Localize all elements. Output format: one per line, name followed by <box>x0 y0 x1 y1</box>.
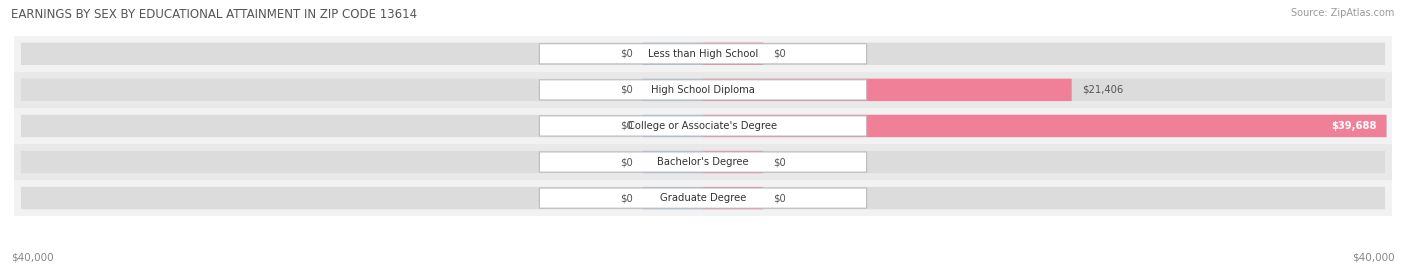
FancyBboxPatch shape <box>540 44 866 64</box>
FancyBboxPatch shape <box>703 115 1386 137</box>
Text: $0: $0 <box>620 193 633 203</box>
FancyBboxPatch shape <box>540 188 866 208</box>
Text: Bachelor's Degree: Bachelor's Degree <box>657 157 749 167</box>
Text: $39,688: $39,688 <box>1330 121 1376 131</box>
Text: Source: ZipAtlas.com: Source: ZipAtlas.com <box>1291 8 1395 18</box>
FancyBboxPatch shape <box>540 152 866 172</box>
Text: $0: $0 <box>773 49 786 59</box>
Bar <box>14 36 1392 72</box>
Text: $0: $0 <box>620 85 633 95</box>
FancyBboxPatch shape <box>21 79 1385 101</box>
Text: $40,000: $40,000 <box>11 253 53 263</box>
Text: $0: $0 <box>620 121 633 131</box>
FancyBboxPatch shape <box>703 79 1071 101</box>
FancyBboxPatch shape <box>21 187 1385 209</box>
FancyBboxPatch shape <box>643 151 703 173</box>
Bar <box>14 72 1392 108</box>
Text: $40,000: $40,000 <box>1353 253 1395 263</box>
Text: EARNINGS BY SEX BY EDUCATIONAL ATTAINMENT IN ZIP CODE 13614: EARNINGS BY SEX BY EDUCATIONAL ATTAINMEN… <box>11 8 418 21</box>
Text: High School Diploma: High School Diploma <box>651 85 755 95</box>
Text: $0: $0 <box>773 157 786 167</box>
Bar <box>14 108 1392 144</box>
FancyBboxPatch shape <box>643 43 703 65</box>
FancyBboxPatch shape <box>21 151 1385 173</box>
FancyBboxPatch shape <box>643 79 703 101</box>
Text: $0: $0 <box>620 157 633 167</box>
FancyBboxPatch shape <box>703 187 763 209</box>
FancyBboxPatch shape <box>540 80 866 100</box>
Text: Less than High School: Less than High School <box>648 49 758 59</box>
FancyBboxPatch shape <box>703 151 763 173</box>
Bar <box>14 144 1392 180</box>
Text: $0: $0 <box>620 49 633 59</box>
FancyBboxPatch shape <box>643 187 703 209</box>
Text: College or Associate's Degree: College or Associate's Degree <box>628 121 778 131</box>
Bar <box>14 180 1392 216</box>
FancyBboxPatch shape <box>643 115 703 137</box>
Text: $0: $0 <box>773 193 786 203</box>
Text: $21,406: $21,406 <box>1083 85 1123 95</box>
FancyBboxPatch shape <box>703 43 763 65</box>
FancyBboxPatch shape <box>540 116 866 136</box>
FancyBboxPatch shape <box>21 43 1385 65</box>
Text: Graduate Degree: Graduate Degree <box>659 193 747 203</box>
FancyBboxPatch shape <box>21 115 1385 137</box>
